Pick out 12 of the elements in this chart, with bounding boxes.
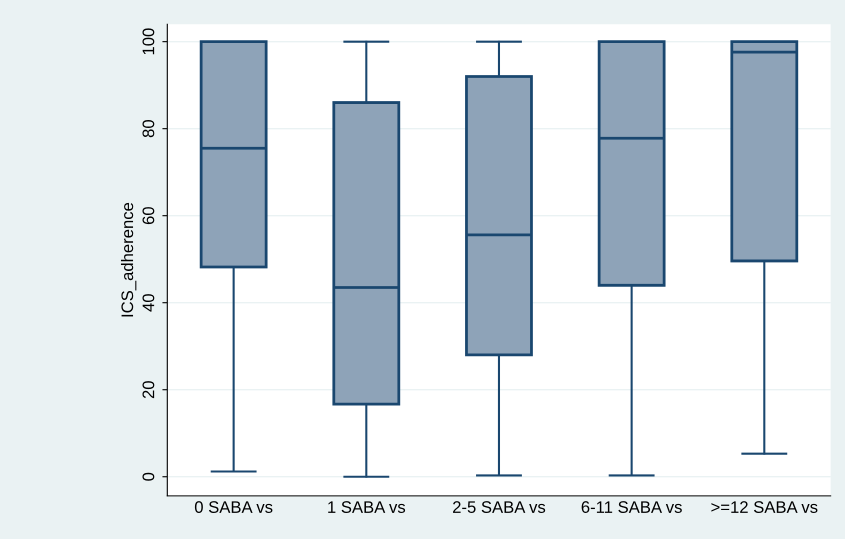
x-tick-label: >=12 SABA vs (711, 501, 818, 513)
x-tick-label: 1 SABA vs (328, 501, 406, 513)
y-tick-label: 60 (142, 207, 154, 224)
y-tick-label: 100 (142, 28, 154, 54)
y-tick-label: 40 (142, 294, 154, 312)
y-tick-label: 20 (142, 381, 154, 398)
x-tick-label: 2-5 SABA vs (453, 501, 546, 513)
x-tick-label: 0 SABA vs (194, 501, 272, 513)
y-tick-label: 80 (142, 120, 154, 138)
x-tick-label: 6-11 SABA vs (582, 501, 682, 513)
y-axis-title: ICS_adherence (120, 202, 136, 316)
y-tick-label: 0 (142, 472, 154, 481)
